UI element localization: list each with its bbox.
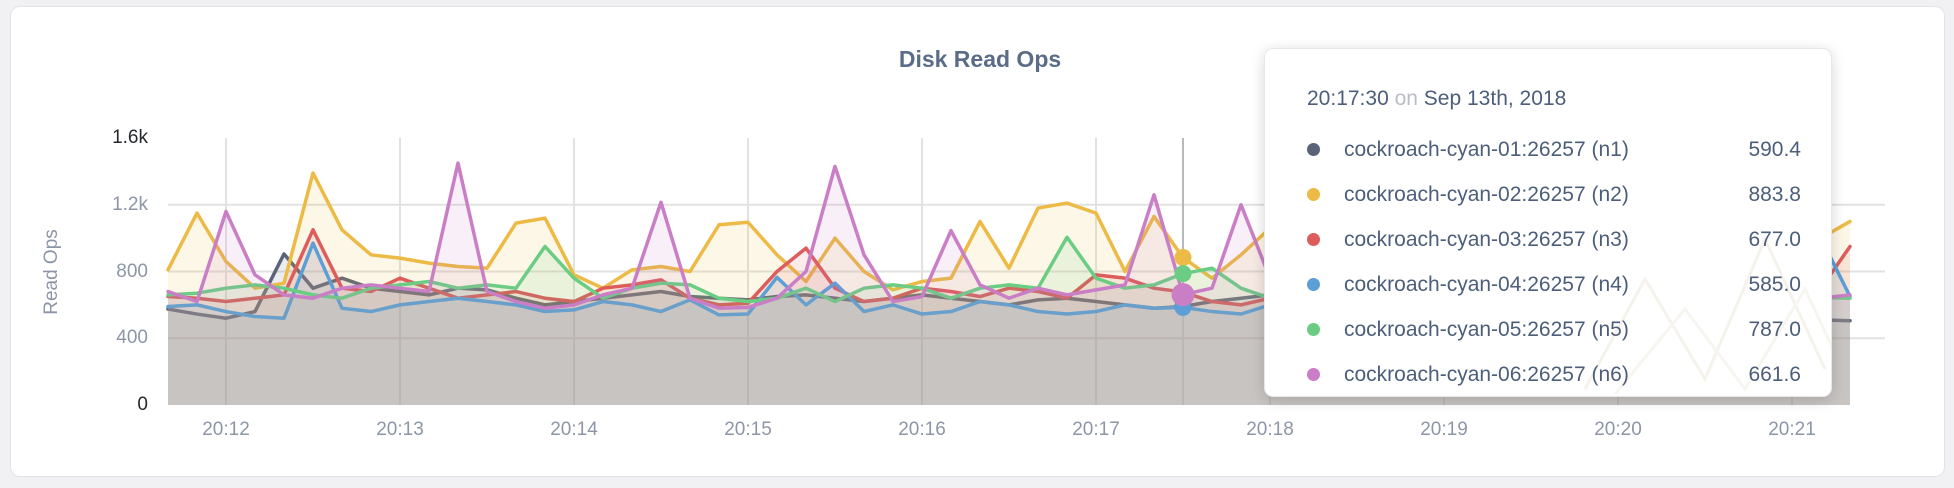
x-tick-label: 20:13 <box>376 419 424 440</box>
chart-title: Disk Read Ops <box>898 46 1062 72</box>
y-tick-label: 400 <box>116 327 148 349</box>
x-tick-label: 20:17 <box>1072 419 1120 440</box>
chart-tooltip: 20:17:30 on Sep 13th, 2018 cockroach-cya… <box>1264 48 1832 397</box>
tooltip-series-value: 677.0 <box>1748 227 1801 251</box>
x-tick-label: 20:14 <box>550 419 598 440</box>
tooltip-series-name: cockroach-cyan-04:26257 (n4) <box>1344 272 1629 296</box>
series-color-dot-icon <box>1307 368 1320 381</box>
tooltip-header: 20:17:30 on Sep 13th, 2018 <box>1307 87 1801 111</box>
tooltip-date: Sep 13th, 2018 <box>1423 87 1567 110</box>
tooltip-series-name: cockroach-cyan-02:26257 (n2) <box>1344 182 1629 206</box>
tooltip-series-value: 787.0 <box>1748 317 1801 341</box>
x-tick-label: 20:18 <box>1246 419 1294 440</box>
series-color-dot-icon <box>1307 188 1320 201</box>
tooltip-series-name: cockroach-cyan-01:26257 (n1) <box>1344 137 1629 161</box>
tooltip-series-value: 585.0 <box>1748 272 1801 296</box>
tooltip-series-name: cockroach-cyan-05:26257 (n5) <box>1344 317 1629 341</box>
tooltip-series-name: cockroach-cyan-03:26257 (n3) <box>1344 227 1629 251</box>
x-tick-label: 20:12 <box>202 419 250 440</box>
hover-dot-n6 <box>1171 283 1195 307</box>
y-tick-label: 1.2k <box>112 193 148 215</box>
series-color-dot-icon <box>1307 278 1320 291</box>
tooltip-time: 20:17:30 <box>1307 87 1389 110</box>
tooltip-on-word: on <box>1394 87 1418 110</box>
x-tick-label: 20:19 <box>1420 419 1468 440</box>
tooltip-row: cockroach-cyan-03:26257 (n3) 677.0 <box>1307 217 1801 262</box>
x-tick-label: 20:21 <box>1768 419 1816 440</box>
tooltip-row: cockroach-cyan-05:26257 (n5) 787.0 <box>1307 307 1801 352</box>
tooltip-series-name: cockroach-cyan-06:26257 (n6) <box>1344 362 1629 386</box>
tooltip-row: cockroach-cyan-02:26257 (n2) 883.8 <box>1307 172 1801 217</box>
tooltip-row: cockroach-cyan-04:26257 (n4) 585.0 <box>1307 262 1801 307</box>
tooltip-series-value: 590.4 <box>1748 137 1801 161</box>
x-tick-label: 20:20 <box>1594 419 1642 440</box>
series-color-dot-icon <box>1307 143 1320 156</box>
tooltip-series-value: 661.6 <box>1748 362 1801 386</box>
y-tick-label: 0 <box>137 394 148 415</box>
tooltip-watermark-pattern <box>1583 235 1831 395</box>
tooltip-row: cockroach-cyan-01:26257 (n1) 590.4 <box>1307 127 1801 172</box>
y-tick-label: 1.6k <box>112 127 148 148</box>
series-color-dot-icon <box>1307 323 1320 336</box>
x-tick-label: 20:16 <box>898 419 946 440</box>
hover-dot-n5 <box>1174 265 1192 283</box>
y-tick-label: 800 <box>116 260 148 282</box>
x-tick-label: 20:15 <box>724 419 772 440</box>
series-color-dot-icon <box>1307 233 1320 246</box>
hover-dot-n2 <box>1174 249 1192 267</box>
tooltip-legend-rows: cockroach-cyan-01:26257 (n1) 590.4 cockroa… <box>1307 127 1801 396</box>
tooltip-row: cockroach-cyan-06:26257 (n6) 661.6 <box>1307 352 1801 396</box>
tooltip-series-value: 883.8 <box>1748 182 1801 206</box>
